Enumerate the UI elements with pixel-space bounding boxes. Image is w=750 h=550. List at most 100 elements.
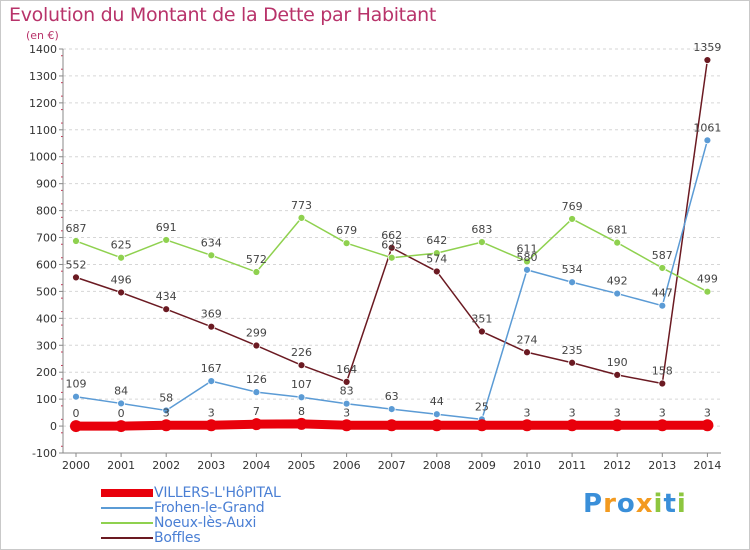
data-point bbox=[430, 419, 443, 432]
data-point bbox=[523, 257, 531, 266]
data-point bbox=[72, 273, 80, 282]
x-tick-label: 2003 bbox=[197, 459, 225, 472]
data-label: 662 bbox=[381, 229, 402, 242]
x-tick-label: 2011 bbox=[558, 459, 586, 472]
data-point bbox=[658, 264, 667, 272]
data-point bbox=[207, 377, 216, 385]
data-point bbox=[252, 268, 261, 276]
data-point bbox=[658, 379, 667, 388]
data-label: 534 bbox=[562, 263, 583, 276]
data-point bbox=[252, 341, 261, 350]
data-label: 3 bbox=[569, 406, 576, 419]
data-point bbox=[342, 239, 351, 248]
x-tick-label: 2005 bbox=[288, 459, 316, 472]
x-tick-label: 2001 bbox=[107, 459, 135, 472]
data-point bbox=[568, 358, 576, 367]
x-tick-label: 2004 bbox=[242, 459, 270, 472]
data-point bbox=[568, 215, 576, 223]
data-point bbox=[207, 251, 216, 260]
data-point bbox=[297, 361, 306, 370]
data-label: 683 bbox=[471, 223, 492, 236]
y-tick-label: 700 bbox=[36, 232, 57, 245]
x-tick-label: 2012 bbox=[603, 459, 631, 472]
y-tick-label: 0 bbox=[50, 420, 57, 433]
data-label: 63 bbox=[385, 390, 399, 403]
data-label: 625 bbox=[111, 239, 132, 252]
data-point bbox=[340, 419, 353, 432]
data-point bbox=[295, 417, 308, 430]
data-label: 0 bbox=[73, 407, 80, 420]
data-point bbox=[703, 287, 712, 296]
data-label: 434 bbox=[156, 290, 177, 303]
data-label: 3 bbox=[704, 406, 711, 419]
logo-letter: P bbox=[583, 489, 604, 519]
data-point bbox=[432, 249, 441, 258]
y-tick-label: 1300 bbox=[29, 70, 57, 83]
data-point bbox=[387, 243, 396, 252]
y-tick-label: 1200 bbox=[29, 97, 57, 110]
data-label: 681 bbox=[607, 224, 628, 237]
data-label: 3 bbox=[208, 406, 215, 419]
data-point bbox=[432, 267, 441, 276]
data-point bbox=[385, 419, 398, 432]
legend-label: Noeux-lès-Auxi bbox=[154, 515, 257, 531]
data-label: 3 bbox=[524, 406, 531, 419]
chart-title: Evolution du Montant de la Dette par Hab… bbox=[9, 4, 437, 26]
data-point bbox=[613, 370, 622, 379]
data-label: 3 bbox=[343, 406, 350, 419]
data-point bbox=[342, 377, 351, 386]
legend-label: Frohen-le-Grand bbox=[154, 500, 265, 516]
y-tick-label: 1000 bbox=[29, 151, 57, 164]
logo-letter: o bbox=[616, 489, 636, 519]
data-point bbox=[613, 289, 622, 298]
data-point bbox=[115, 420, 128, 433]
data-label: 126 bbox=[246, 373, 267, 386]
data-label: 190 bbox=[607, 356, 628, 369]
data-label: 1061 bbox=[693, 121, 721, 134]
logo-letter: t bbox=[663, 489, 677, 519]
y-tick-label: 1100 bbox=[29, 124, 57, 137]
data-point bbox=[477, 238, 486, 247]
data-point bbox=[477, 327, 486, 336]
x-tick-label: 2006 bbox=[333, 459, 361, 472]
data-label: 499 bbox=[697, 273, 718, 286]
data-point bbox=[162, 236, 171, 244]
data-point bbox=[205, 419, 218, 432]
data-label: 687 bbox=[66, 222, 87, 235]
data-label: 58 bbox=[159, 391, 173, 404]
data-label: 44 bbox=[430, 395, 444, 408]
chart-unit-label: (en €) bbox=[26, 29, 59, 42]
data-label: 109 bbox=[66, 378, 87, 391]
logo-letter: i bbox=[653, 489, 664, 519]
y-tick-label: -100 bbox=[32, 447, 57, 460]
data-label: 552 bbox=[66, 258, 87, 271]
data-label: 3 bbox=[659, 406, 666, 419]
data-label: 25 bbox=[475, 400, 489, 413]
data-label: 274 bbox=[517, 333, 538, 346]
x-tick-label: 2009 bbox=[468, 459, 496, 472]
data-label: 773 bbox=[291, 199, 312, 212]
data-label: 447 bbox=[652, 287, 673, 300]
data-label: 572 bbox=[246, 253, 267, 266]
logo-letter: x bbox=[635, 489, 654, 519]
data-label: 107 bbox=[291, 378, 312, 391]
data-label: 83 bbox=[340, 385, 354, 398]
data-point bbox=[72, 392, 80, 401]
y-tick-label: 1400 bbox=[29, 43, 57, 56]
data-point bbox=[703, 136, 712, 145]
data-point bbox=[160, 419, 173, 432]
data-label: 369 bbox=[201, 308, 222, 321]
y-tick-label: 600 bbox=[36, 258, 57, 271]
data-label: 587 bbox=[652, 249, 673, 262]
y-tick-label: 400 bbox=[36, 312, 57, 325]
data-point bbox=[297, 213, 306, 222]
y-tick-label: 500 bbox=[36, 285, 57, 298]
data-label: 496 bbox=[111, 273, 132, 286]
data-label: 0 bbox=[118, 407, 125, 420]
data-point bbox=[656, 419, 669, 432]
x-tick-label: 2013 bbox=[648, 459, 676, 472]
data-label: 8 bbox=[298, 405, 305, 418]
data-point bbox=[117, 253, 125, 262]
legend-swatch bbox=[101, 537, 153, 539]
